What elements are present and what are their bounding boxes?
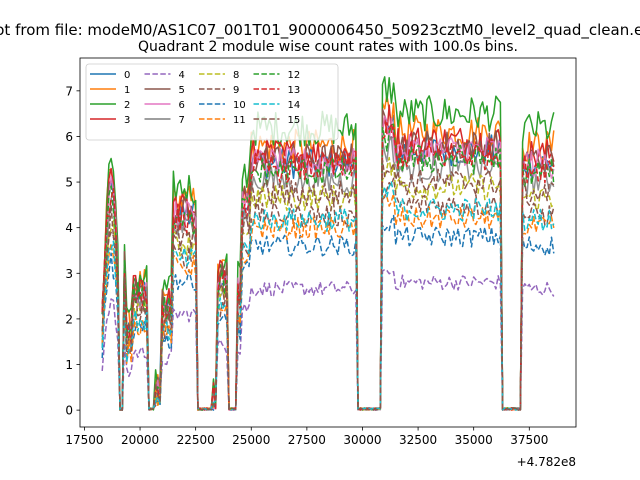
plot-area bbox=[101, 76, 555, 411]
y-tick-label: 5 bbox=[65, 176, 73, 190]
x-tick-label: 35000 bbox=[455, 433, 493, 447]
series-line-6 bbox=[101, 115, 555, 411]
chart-title: Quadrant 2 module wise count rates with … bbox=[138, 39, 518, 55]
series-line-7 bbox=[101, 136, 555, 411]
axes: 17500 20000 22500 25000 27500 30000 32500 35000… bbox=[65, 57, 577, 447]
legend-label-11: 11 bbox=[233, 115, 246, 126]
legend-label-1: 1 bbox=[124, 85, 130, 96]
y-tick-label: 0 bbox=[65, 404, 73, 418]
series-line-10 bbox=[101, 214, 555, 411]
y-tick-label: 1 bbox=[65, 358, 73, 372]
series-line-9 bbox=[101, 177, 555, 411]
x-offset-label: +4.782e8 bbox=[517, 455, 576, 469]
series-line-14 bbox=[101, 181, 555, 411]
series-line-15 bbox=[101, 159, 555, 411]
y-tick-label: 7 bbox=[65, 84, 73, 98]
x-tick-label: 22500 bbox=[177, 433, 215, 447]
legend-label-3: 3 bbox=[124, 115, 130, 126]
x-tick-label: 32500 bbox=[399, 433, 437, 447]
legend-label-8: 8 bbox=[233, 70, 239, 81]
series-line-4 bbox=[101, 268, 555, 411]
legend-label-13: 13 bbox=[288, 85, 301, 96]
legend-label-15: 15 bbox=[288, 115, 301, 126]
figure-suptitle: Plot from file: modeM0/AS1C07_001T01_900… bbox=[0, 21, 640, 40]
legend-label-7: 7 bbox=[179, 115, 185, 126]
legend-label-9: 9 bbox=[233, 85, 239, 96]
x-tick-label: 25000 bbox=[232, 433, 270, 447]
y-tick-label: 6 bbox=[65, 130, 73, 144]
legend-box bbox=[85, 63, 339, 141]
legend-label-2: 2 bbox=[124, 100, 130, 111]
legend-label-12: 12 bbox=[288, 70, 301, 81]
legend-label-10: 10 bbox=[233, 100, 246, 111]
legend-label-5: 5 bbox=[179, 85, 185, 96]
series-line-11 bbox=[101, 192, 555, 411]
legend-label-14: 14 bbox=[288, 100, 301, 111]
x-tick-label: 17500 bbox=[65, 433, 103, 447]
x-tick-label: 30000 bbox=[343, 433, 381, 447]
legend-label-0: 0 bbox=[124, 70, 130, 81]
y-tick-label: 4 bbox=[65, 221, 73, 235]
series-line-13 bbox=[101, 121, 555, 411]
series-line-8 bbox=[101, 156, 555, 411]
x-tick-label: 37500 bbox=[510, 433, 548, 447]
y-tick-label: 3 bbox=[65, 267, 73, 281]
x-tick-label: 20000 bbox=[121, 433, 159, 447]
y-tick-label: 2 bbox=[65, 312, 73, 326]
axes-frame bbox=[79, 57, 577, 428]
legend-label-6: 6 bbox=[179, 100, 185, 111]
legend-label-4: 4 bbox=[179, 70, 185, 81]
x-tick-label: 27500 bbox=[288, 433, 326, 447]
